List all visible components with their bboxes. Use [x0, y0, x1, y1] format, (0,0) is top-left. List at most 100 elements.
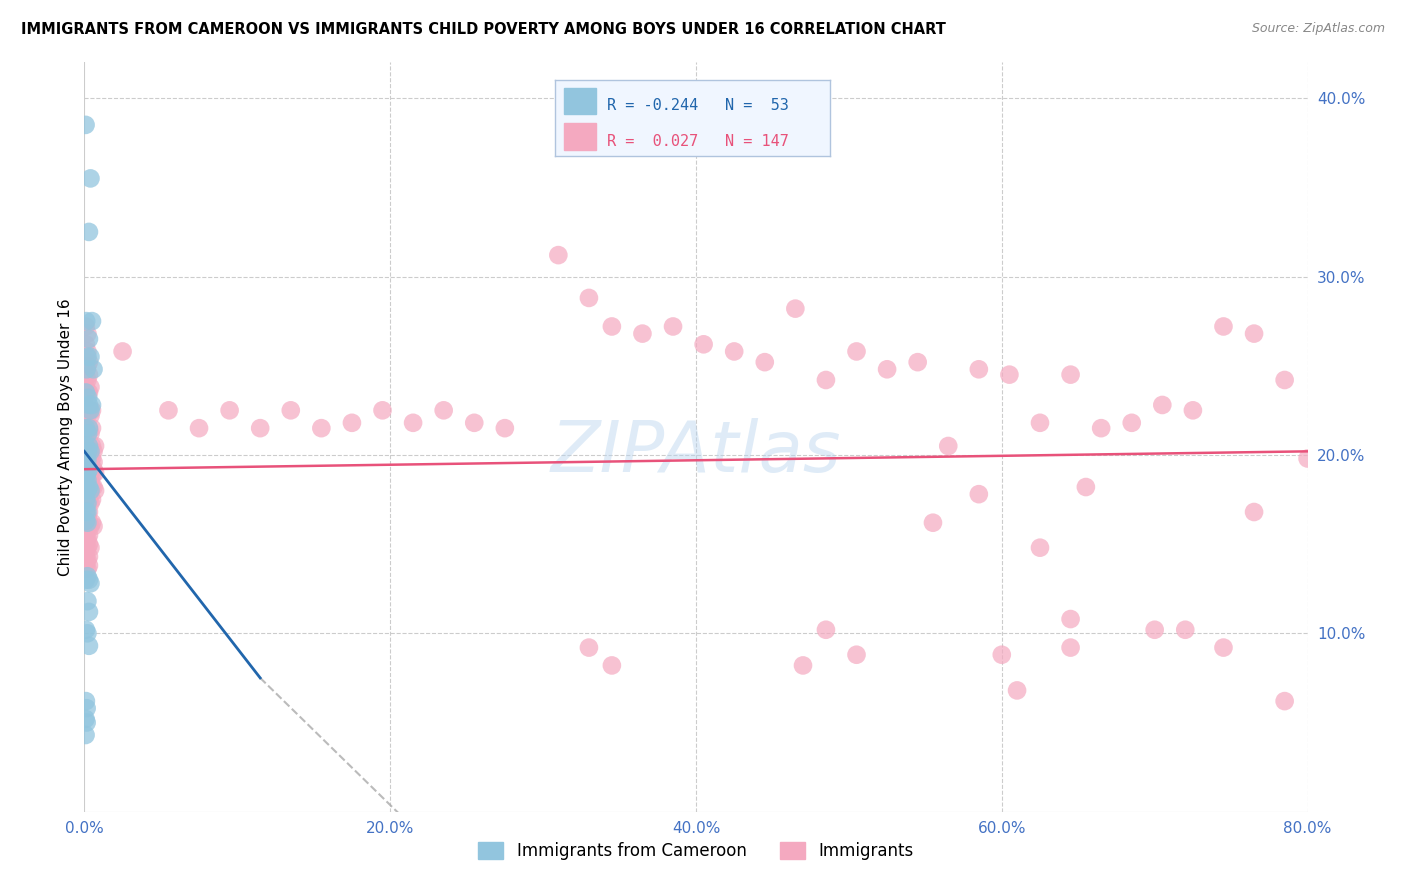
Point: [77, 480, 100, 494]
Point: [1121, 416, 1143, 430]
Point: [75, 573, 97, 587]
Point: [77, 355, 100, 369]
Point: [83, 480, 105, 494]
Point: [77, 462, 100, 476]
Point: [1005, 683, 1028, 698]
Point: [75, 505, 97, 519]
Point: [77, 549, 100, 564]
Point: [845, 344, 868, 359]
Point: [79, 483, 101, 498]
Point: [1243, 505, 1265, 519]
Point: [77, 403, 100, 417]
Point: [77, 385, 100, 400]
Point: [1274, 373, 1296, 387]
Point: [371, 403, 394, 417]
Point: [76, 569, 98, 583]
Point: [76, 562, 98, 576]
Point: [75, 694, 97, 708]
Point: [79, 466, 101, 480]
Point: [922, 516, 945, 530]
Point: [814, 373, 837, 387]
Point: [77, 398, 100, 412]
Point: [1059, 640, 1081, 655]
Point: [1143, 623, 1166, 637]
Point: [79, 171, 101, 186]
Point: [967, 362, 990, 376]
Point: [76, 466, 98, 480]
Point: [280, 403, 302, 417]
Point: [77, 462, 100, 476]
Point: [76, 426, 98, 441]
Point: [600, 658, 623, 673]
Point: [340, 416, 363, 430]
Point: [218, 403, 240, 417]
Point: [998, 368, 1021, 382]
Point: [80, 451, 103, 466]
Point: [79, 444, 101, 458]
Point: [77, 639, 100, 653]
Point: [76, 473, 98, 487]
Point: [1174, 623, 1197, 637]
Point: [75, 480, 97, 494]
Point: [80, 492, 103, 507]
Point: [75, 385, 97, 400]
Point: [76, 505, 98, 519]
Point: [75, 439, 97, 453]
Point: [77, 368, 100, 382]
Point: [75, 439, 97, 453]
Point: [76, 715, 98, 730]
Point: [80, 314, 103, 328]
Point: [75, 480, 97, 494]
Point: [79, 576, 101, 591]
Point: [311, 421, 333, 435]
Point: [1090, 421, 1112, 435]
Point: [547, 248, 569, 262]
Point: [188, 421, 211, 435]
Point: [77, 225, 100, 239]
Point: [76, 326, 98, 341]
Point: [75, 380, 97, 394]
Point: [76, 359, 98, 373]
Point: [1212, 640, 1234, 655]
Point: [75, 451, 97, 466]
Point: [1212, 319, 1234, 334]
Point: [157, 403, 180, 417]
Point: [75, 451, 97, 466]
Point: [75, 469, 97, 483]
Point: [77, 492, 100, 507]
Point: [75, 549, 97, 564]
Point: [76, 385, 98, 400]
Point: [433, 403, 456, 417]
Point: [1274, 694, 1296, 708]
Point: [77, 332, 100, 346]
Point: [84, 439, 107, 453]
Text: N = 147: N = 147: [725, 134, 789, 149]
Point: [463, 416, 485, 430]
Point: [814, 623, 837, 637]
Point: [79, 426, 101, 441]
Point: [76, 701, 98, 715]
Point: [75, 337, 97, 351]
Point: [76, 496, 98, 510]
Point: [76, 473, 98, 487]
Point: [75, 368, 97, 382]
Point: [1243, 326, 1265, 341]
Point: [692, 337, 714, 351]
Point: [77, 528, 100, 542]
Point: [76, 496, 98, 510]
Point: [79, 403, 101, 417]
Point: [75, 492, 97, 507]
Point: [75, 421, 97, 435]
Point: [1059, 612, 1081, 626]
Point: [75, 314, 97, 328]
Point: [75, 355, 97, 369]
Point: [75, 319, 97, 334]
Point: [77, 469, 100, 483]
Point: [76, 362, 98, 376]
Point: [77, 444, 100, 458]
Point: [76, 350, 98, 364]
Point: [79, 350, 101, 364]
Point: [249, 421, 271, 435]
Point: [77, 391, 100, 405]
Point: [84, 483, 107, 498]
